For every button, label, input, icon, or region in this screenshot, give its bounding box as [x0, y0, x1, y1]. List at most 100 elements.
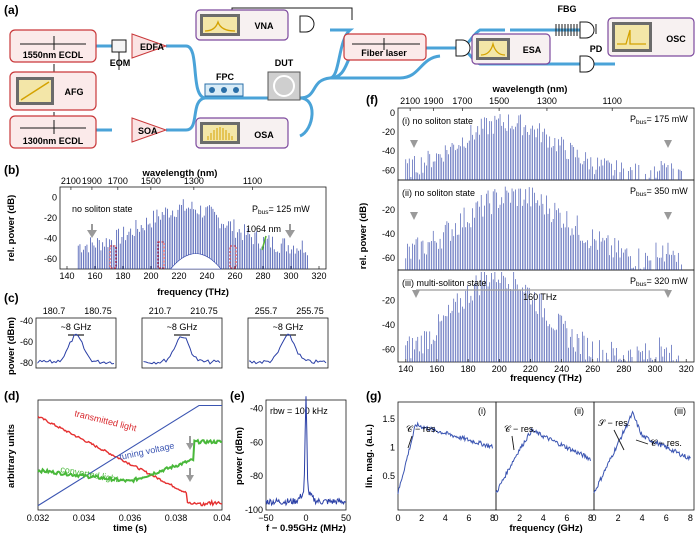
- panel-f-sub-1-pbus: Pbus= 175 mW: [630, 114, 688, 126]
- panel-g-x-tick-label: 8: [490, 513, 495, 523]
- panel-g-trace-line: [495, 428, 591, 493]
- panel-b-pump-notch: [169, 253, 222, 270]
- panel-e-y-tick-label: -100: [245, 505, 263, 515]
- panel-g-ylabel: lin. mag. (a.u.): [364, 424, 375, 488]
- panel-e-x-tick-label: 50: [341, 513, 351, 523]
- panel-f-gray-arrows: [410, 140, 672, 298]
- panel-c-inset-tick-label: 180.75: [84, 306, 112, 316]
- panel-d-label: (d): [4, 389, 19, 403]
- vna-label: VNA: [254, 21, 274, 31]
- panel-d-x-tick-label: 0.036: [119, 513, 142, 523]
- dut-ring-icon: [273, 75, 295, 97]
- panel-d-tuning-label: tuning voltage: [118, 441, 175, 462]
- panel-g-sub-3-note-c: 𝒞 − res.: [650, 438, 682, 448]
- panel-g-axes-2: [495, 401, 595, 511]
- panel-b-y-tick-label: -20: [44, 213, 57, 223]
- panel-d-transmitted-trace: [37, 416, 223, 507]
- panel-g-x-tick-label: 0: [395, 513, 400, 523]
- panel-d-xlabel: time (s): [113, 523, 147, 534]
- fiber-laser-icon: [352, 38, 420, 50]
- panel-e-trace-line: [265, 396, 347, 507]
- panel-f-spectra: [405, 114, 682, 362]
- panel-f-sub-2-pbus: Pbus= 350 mW: [630, 186, 688, 198]
- panel-b-pump-label: 1064 nm: [246, 224, 281, 234]
- panel-f-y-tick-label: -40: [382, 146, 395, 156]
- panel-b-frequency-tick-label: 280: [255, 271, 270, 281]
- panel-g-sub-3-note-s: 𝒮 − res.: [598, 418, 630, 428]
- panel-f-wavelength-title: wavelength (nm): [492, 84, 568, 95]
- panel-b-xlabel: frequency (THz): [157, 287, 229, 298]
- panel-g-x-tick-label: 8: [588, 513, 593, 523]
- panel-e-label: (e): [230, 389, 245, 403]
- panel-g-x-tick-label: 2: [517, 513, 522, 523]
- panel-b-pbus: Pbus= 125 mW: [252, 204, 310, 216]
- esa-photodiode-icon: [455, 39, 471, 57]
- panel-e-y-tick-label: -60: [250, 437, 263, 447]
- panel-b-wavelength-tick-label: 1500: [141, 176, 161, 186]
- panel-f-wavelength-tick-label: 1700: [452, 96, 472, 106]
- panel-g-sub-3-tag: (iii): [674, 406, 686, 416]
- panel-d-arrowhead-1: [186, 443, 194, 450]
- panel-c-y-tick-label: -60: [20, 337, 33, 347]
- panel-b-wavelength-tick-label: 1100: [243, 176, 262, 186]
- panel-f-wavelength-tick-label: 1900: [424, 96, 444, 106]
- panel-g-ticks: 0 2 4 6 80.511.50 2 4 6 80 2 4 6 8: [382, 414, 692, 523]
- esa-label: ESA: [523, 45, 542, 55]
- panel-f-y-tick-label: -20: [382, 205, 395, 215]
- pd-icon-2: [579, 55, 595, 73]
- esa-screen: [479, 41, 507, 57]
- panel-g-x-tick-label: 6: [564, 513, 569, 523]
- panel-b: (b) wavelength (nm) 2100 1900 1700 1500 1300…: [4, 163, 327, 298]
- panel-f-frequency-tick-label: 200: [492, 364, 507, 374]
- panel-b-frequency-tick-label: 160: [87, 271, 102, 281]
- panel-f-y-tick-label: -40: [382, 229, 395, 239]
- panel-b-frequency-tick-label: 140: [59, 271, 74, 281]
- panel-f-y-tick-label: 0: [390, 108, 395, 118]
- fbg-label: FBG: [558, 4, 577, 14]
- ecdl-1550-box: [9, 29, 97, 63]
- panel-b-frequency-tick-label: 300: [283, 271, 298, 281]
- panel-f-frequency-tick-label: 220: [523, 364, 538, 374]
- panel-c-y-tick-label: -40: [20, 316, 33, 326]
- panel-g-note-arrows: [407, 429, 649, 451]
- panel-g-x-tick-label: 6: [466, 513, 471, 523]
- ecdl-1300-box: [9, 115, 97, 149]
- ecdl-1550-icon: [20, 36, 86, 50]
- panel-f-frequency-tick-label: 320: [679, 364, 694, 374]
- panel-b-wavelength-ticks: 2100 1900 1700 1500 1300 1100: [61, 176, 262, 190]
- panel-e-y-tick-label: -80: [250, 471, 263, 481]
- panel-b-marker-3: [229, 245, 237, 269]
- panel-d-x-tick-label: 0.038: [165, 513, 188, 523]
- panel-f-y-tick-label: -20: [382, 296, 395, 306]
- pd-icon-1: [579, 21, 595, 39]
- panel-d-tuning-trace: [37, 404, 222, 507]
- panel-g-sub-2-tag: (ii): [574, 406, 584, 416]
- pd-label: PD: [590, 44, 603, 54]
- panel-a-label: (a): [4, 3, 19, 17]
- panel-b-wavelength-tick-label: 2100: [61, 176, 81, 186]
- panel-g-x-tick-label: 2: [419, 513, 424, 523]
- eom-label: EOM: [110, 58, 131, 68]
- panel-c-ylabel: power (dBm): [6, 317, 17, 375]
- panel-e-xlabel: f − 0.95GHz (MHz): [266, 523, 346, 534]
- ecdl-1300-label: 1300nm ECDL: [23, 136, 84, 146]
- panel-g-traces: [397, 410, 691, 495]
- panel-f-frequency-tick-label: 260: [585, 364, 600, 374]
- dut-label: DUT: [275, 58, 294, 68]
- panel-g-trace-line: [593, 410, 691, 494]
- osc-trace-icon: [617, 29, 646, 45]
- panel-c-inset-trace: [37, 333, 115, 365]
- panel-f-ylabel: rel. power (dB): [358, 203, 369, 270]
- panel-f-span-label: 160 THz: [523, 292, 557, 302]
- panel-g-y-tick-label: 1.5: [382, 414, 395, 424]
- panel-f-xlabel: frequency (THz): [510, 373, 582, 384]
- panel-f-frequency-tick-label: 160: [429, 364, 444, 374]
- soa-label: SOA: [138, 126, 158, 136]
- ecdl-1300-icon: [20, 120, 86, 134]
- panel-b-pump-arrow: [261, 235, 267, 251]
- panel-c-inset-tick-label: 210.7: [149, 306, 172, 316]
- panel-c: (c) power (dBm) 180.7 180.75 ~8 GHz -40 -60 -…: [4, 291, 329, 375]
- panel-a: (a) 1550nm ECDL: [4, 3, 695, 149]
- fiber-laser-label: Fiber laser: [361, 48, 407, 58]
